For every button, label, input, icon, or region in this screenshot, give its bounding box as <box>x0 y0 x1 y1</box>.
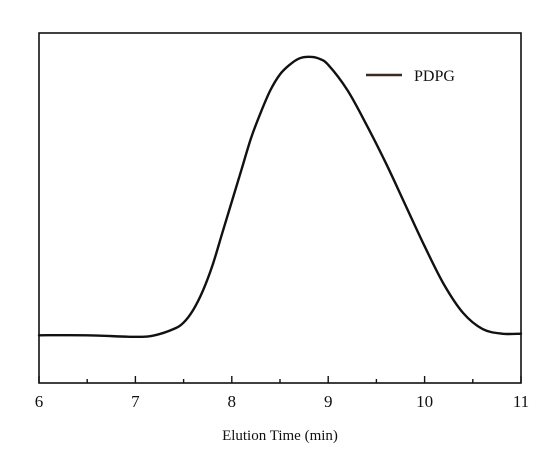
x-tick-label: 10 <box>416 392 433 411</box>
plot-frame <box>38 32 522 384</box>
x-tick-label: 11 <box>513 392 529 411</box>
legend-label-pdpg: PDPG <box>414 68 455 85</box>
x-tick-label: 8 <box>228 392 237 411</box>
x-tick-label: 6 <box>35 392 44 411</box>
x-axis-ticks <box>38 376 522 383</box>
x-tick-label: 9 <box>324 392 333 411</box>
x-axis-label: Elution Time (min) <box>222 428 338 444</box>
x-tick-label: 7 <box>131 392 140 411</box>
x-axis-tick-labels: 6 7 8 9 10 11 <box>35 392 529 411</box>
series-line-pdpg <box>37 55 523 339</box>
legend: PDPG <box>366 68 455 85</box>
